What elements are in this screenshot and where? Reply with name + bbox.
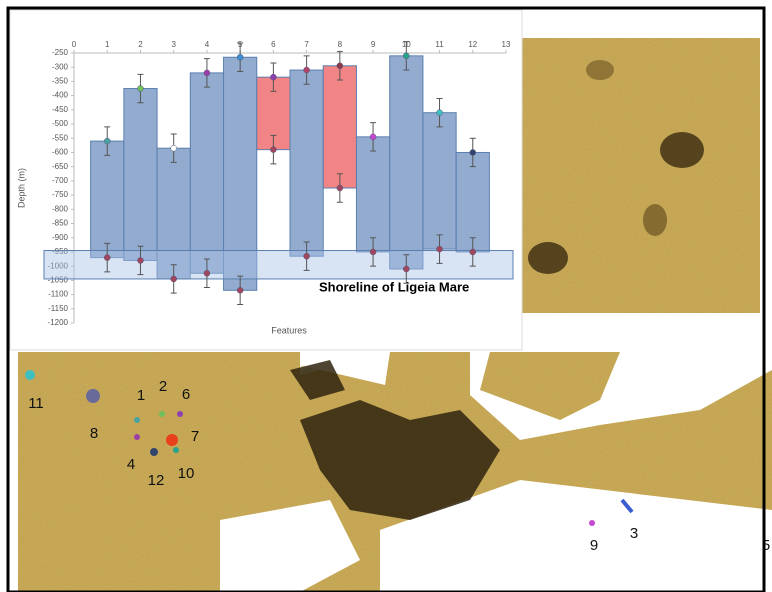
y-tick-label: -1150 bbox=[48, 304, 68, 313]
x-tick-label: 11 bbox=[435, 40, 444, 49]
map-label: 1 bbox=[137, 387, 145, 404]
x-axis-title: Features bbox=[271, 325, 307, 335]
y-tick-label: -500 bbox=[52, 119, 69, 128]
bottom-marker bbox=[137, 257, 143, 263]
x-tick-label: 6 bbox=[271, 40, 276, 49]
crater bbox=[528, 242, 568, 274]
y-tick-label: -1200 bbox=[48, 318, 69, 327]
top-marker bbox=[237, 54, 243, 60]
shoreline-label: Shoreline of Ligeia Mare bbox=[319, 279, 469, 294]
y-tick-label: -600 bbox=[52, 148, 69, 157]
bar bbox=[91, 141, 124, 258]
map-label: 11 bbox=[28, 395, 44, 412]
composite-figure: 118126741210935 Depth (m) Features -250-… bbox=[0, 0, 772, 592]
feature-mark bbox=[589, 520, 595, 526]
top-marker bbox=[403, 53, 409, 59]
map-label: 4 bbox=[127, 456, 135, 473]
bottom-marker bbox=[270, 147, 276, 153]
crater bbox=[660, 132, 704, 168]
figure: 118126741210935 Depth (m) Features -250-… bbox=[0, 0, 772, 592]
feature-mark bbox=[134, 434, 140, 440]
feature-mark bbox=[134, 417, 140, 423]
y-axis-title: Depth (m) bbox=[16, 168, 26, 208]
x-tick-label: 8 bbox=[338, 40, 343, 49]
x-tick-label: 1 bbox=[105, 40, 110, 49]
bottom-marker bbox=[237, 287, 243, 293]
top-marker bbox=[370, 134, 376, 140]
bottom-marker bbox=[470, 249, 476, 255]
map-label: 7 bbox=[191, 428, 199, 445]
y-tick-label: -900 bbox=[52, 233, 69, 242]
map-label: 9 bbox=[590, 537, 598, 554]
bar bbox=[423, 113, 456, 249]
y-tick-label: -850 bbox=[52, 219, 69, 228]
x-tick-label: 2 bbox=[138, 40, 143, 49]
feature-mark bbox=[25, 370, 35, 380]
bottom-marker bbox=[204, 270, 210, 276]
bar bbox=[390, 56, 423, 269]
top-marker bbox=[204, 70, 210, 76]
bar bbox=[323, 66, 356, 188]
feature-mark bbox=[159, 411, 165, 417]
x-tick-label: 7 bbox=[304, 40, 309, 49]
y-tick-label: -750 bbox=[52, 190, 69, 199]
x-tick-label: 3 bbox=[171, 40, 176, 49]
y-tick-label: -800 bbox=[52, 204, 69, 213]
top-marker bbox=[171, 145, 177, 151]
map-label: 3 bbox=[630, 525, 638, 542]
x-tick-label: 12 bbox=[468, 40, 477, 49]
top-marker bbox=[337, 63, 343, 69]
y-tick-label: -250 bbox=[52, 48, 69, 57]
map-label: 12 bbox=[148, 472, 165, 489]
x-tick-label: 4 bbox=[205, 40, 210, 49]
y-tick-label: -300 bbox=[52, 62, 69, 71]
map-label: 8 bbox=[90, 425, 98, 442]
bottom-marker bbox=[104, 255, 110, 261]
top-marker bbox=[137, 86, 143, 92]
crater bbox=[643, 204, 667, 236]
x-tick-label: 13 bbox=[502, 40, 511, 49]
bottom-marker bbox=[304, 253, 310, 259]
feature-mark bbox=[173, 447, 179, 453]
top-marker bbox=[437, 110, 443, 116]
bar bbox=[290, 70, 323, 256]
top-marker bbox=[470, 149, 476, 155]
top-marker bbox=[104, 138, 110, 144]
map-label: 10 bbox=[178, 465, 195, 482]
y-tick-label: -450 bbox=[52, 105, 69, 114]
bar bbox=[356, 137, 389, 252]
shoreline-band bbox=[44, 251, 513, 279]
bottom-marker bbox=[370, 249, 376, 255]
map-label: 2 bbox=[159, 378, 167, 395]
y-tick-label: -650 bbox=[52, 162, 69, 171]
bar bbox=[190, 73, 223, 273]
bottom-marker bbox=[403, 266, 409, 272]
feature-mark bbox=[86, 389, 100, 403]
y-tick-label: -700 bbox=[52, 176, 69, 185]
top-marker bbox=[304, 67, 310, 73]
feature-mark bbox=[150, 448, 158, 456]
y-tick-label: -400 bbox=[52, 91, 69, 100]
bar bbox=[124, 89, 157, 261]
feature-mark bbox=[166, 434, 178, 446]
y-tick-label: -1100 bbox=[48, 290, 68, 299]
x-tick-label: 0 bbox=[72, 40, 77, 49]
bottom-marker bbox=[337, 185, 343, 191]
top-marker bbox=[270, 74, 276, 80]
bottom-marker bbox=[171, 276, 177, 282]
y-tick-label: -350 bbox=[52, 77, 69, 86]
feature-mark bbox=[177, 411, 183, 417]
bottom-marker bbox=[437, 246, 443, 252]
bar bbox=[456, 152, 489, 251]
map-label: 6 bbox=[182, 386, 190, 403]
crater bbox=[586, 60, 614, 80]
y-tick-label: -550 bbox=[52, 133, 69, 142]
x-tick-label: 9 bbox=[371, 40, 376, 49]
